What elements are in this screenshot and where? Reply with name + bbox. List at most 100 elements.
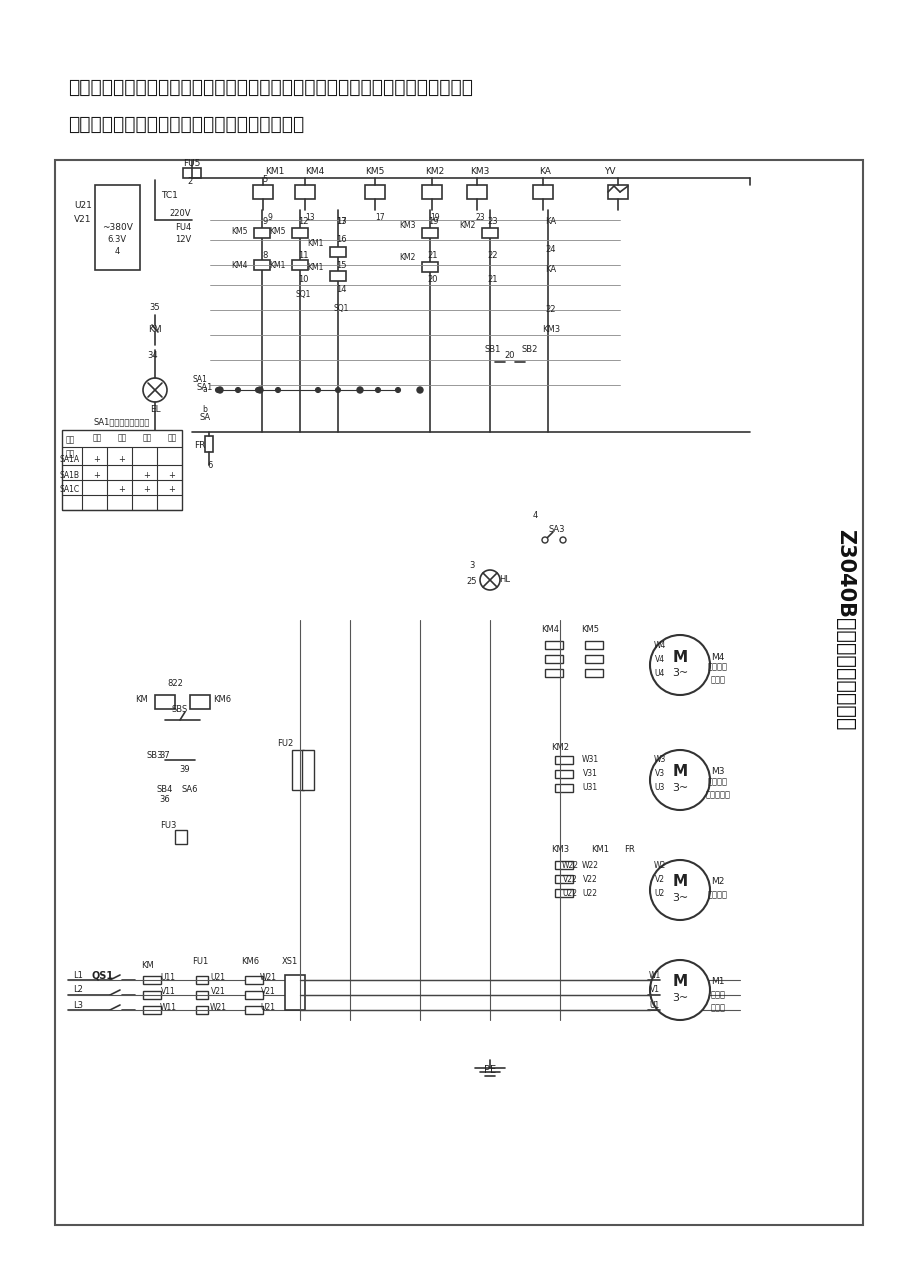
Text: 35: 35 [150,303,160,312]
Text: 开关: 开关 [65,449,74,458]
Text: FU3: FU3 [160,821,176,830]
Circle shape [480,570,499,589]
Text: SB3: SB3 [147,751,163,760]
Text: KA: KA [539,168,550,177]
Text: U21: U21 [260,1003,275,1012]
Bar [330,247,346,257]
Bar [467,185,486,199]
Text: 9: 9 [267,214,272,223]
Circle shape [650,750,709,810]
Text: U21: U21 [74,201,92,210]
Text: SBS: SBS [172,705,187,714]
Text: KM1: KM1 [307,264,323,272]
Text: KM4: KM4 [232,261,248,270]
Text: 4: 4 [114,247,119,256]
Text: 主轴箱紧固在摇臂导轨上，然后进行钻削加工。: 主轴箱紧固在摇臂导轨上，然后进行钻削加工。 [68,115,304,134]
Bar [190,695,210,709]
Text: SA1B: SA1B [60,471,80,480]
Text: SB4: SB4 [156,785,173,794]
Text: +: + [168,485,176,494]
Text: +: + [119,456,125,465]
Circle shape [357,387,363,393]
Text: M: M [672,875,686,890]
Text: 23: 23 [487,218,498,227]
Text: 21: 21 [427,251,437,260]
Bar [62,430,182,510]
Text: W31: W31 [581,755,598,765]
Text: +: + [94,471,100,480]
Bar [55,160,862,1225]
Text: M: M [672,975,686,989]
Text: +: + [119,485,125,494]
Text: 25: 25 [466,578,477,587]
Text: 3: 3 [469,560,474,569]
Bar [205,435,213,452]
Text: 16: 16 [335,236,346,244]
Text: V11: V11 [161,988,176,997]
Text: 22: 22 [545,306,556,314]
Bar [285,975,305,1009]
Text: TC1: TC1 [162,191,178,200]
Text: M: M [672,765,686,779]
Text: W11: W11 [159,1003,176,1012]
Text: 19: 19 [427,218,437,227]
Circle shape [650,960,709,1020]
Bar [554,875,573,883]
Text: KM3: KM3 [550,845,569,854]
Text: 822: 822 [167,680,183,689]
Circle shape [650,635,709,695]
Text: SA: SA [199,414,210,423]
Text: FU5: FU5 [183,159,200,168]
Text: 8: 8 [262,251,267,260]
Bar [607,185,628,199]
Text: KM6: KM6 [213,695,231,704]
Text: W3: W3 [653,755,665,765]
Text: 39: 39 [179,765,190,774]
Bar [365,185,384,199]
Bar [584,656,602,663]
Text: U3: U3 [654,783,664,793]
Text: 向后: 向后 [167,434,176,443]
Text: W22: W22 [581,861,598,869]
Bar [291,228,308,238]
Text: V21: V21 [210,988,225,997]
Text: KM: KM [135,695,148,704]
Text: 37: 37 [160,751,170,760]
Text: W4: W4 [653,640,665,649]
Bar [196,1006,208,1015]
Text: SA1十字开关头动作表: SA1十字开关头动作表 [94,418,150,426]
Text: 立柱夹紧: 立柱夹紧 [708,778,727,787]
Text: KM2: KM2 [460,220,475,229]
Text: 电动机: 电动机 [709,676,725,685]
Text: U1: U1 [649,1001,660,1009]
Text: 5: 5 [262,176,267,185]
Bar [244,976,263,984]
Text: KM5: KM5 [581,625,598,634]
Text: 向前: 向前 [142,434,152,443]
Text: 17: 17 [335,218,346,227]
Circle shape [142,378,167,402]
Bar [544,656,562,663]
Bar [554,756,573,764]
Text: 10: 10 [298,275,308,284]
Text: KM5: KM5 [269,227,286,236]
Circle shape [416,387,423,393]
Bar [422,185,441,199]
Text: V22: V22 [582,875,596,883]
Text: 17: 17 [375,214,384,223]
Circle shape [560,537,565,544]
Text: V31: V31 [582,769,596,779]
Text: 4: 4 [532,510,537,519]
Text: SQ1: SQ1 [333,303,348,312]
Bar [554,784,573,792]
Text: YV: YV [604,168,615,177]
Text: KM1: KM1 [307,239,323,248]
Text: W21: W21 [259,973,277,981]
Text: L3: L3 [73,1001,83,1009]
Text: 3~: 3~ [671,783,687,793]
Text: KM1: KM1 [269,261,286,270]
Text: 12V: 12V [175,236,191,244]
Text: FR: FR [624,845,635,854]
Text: 24: 24 [545,246,556,255]
Bar [244,990,263,999]
